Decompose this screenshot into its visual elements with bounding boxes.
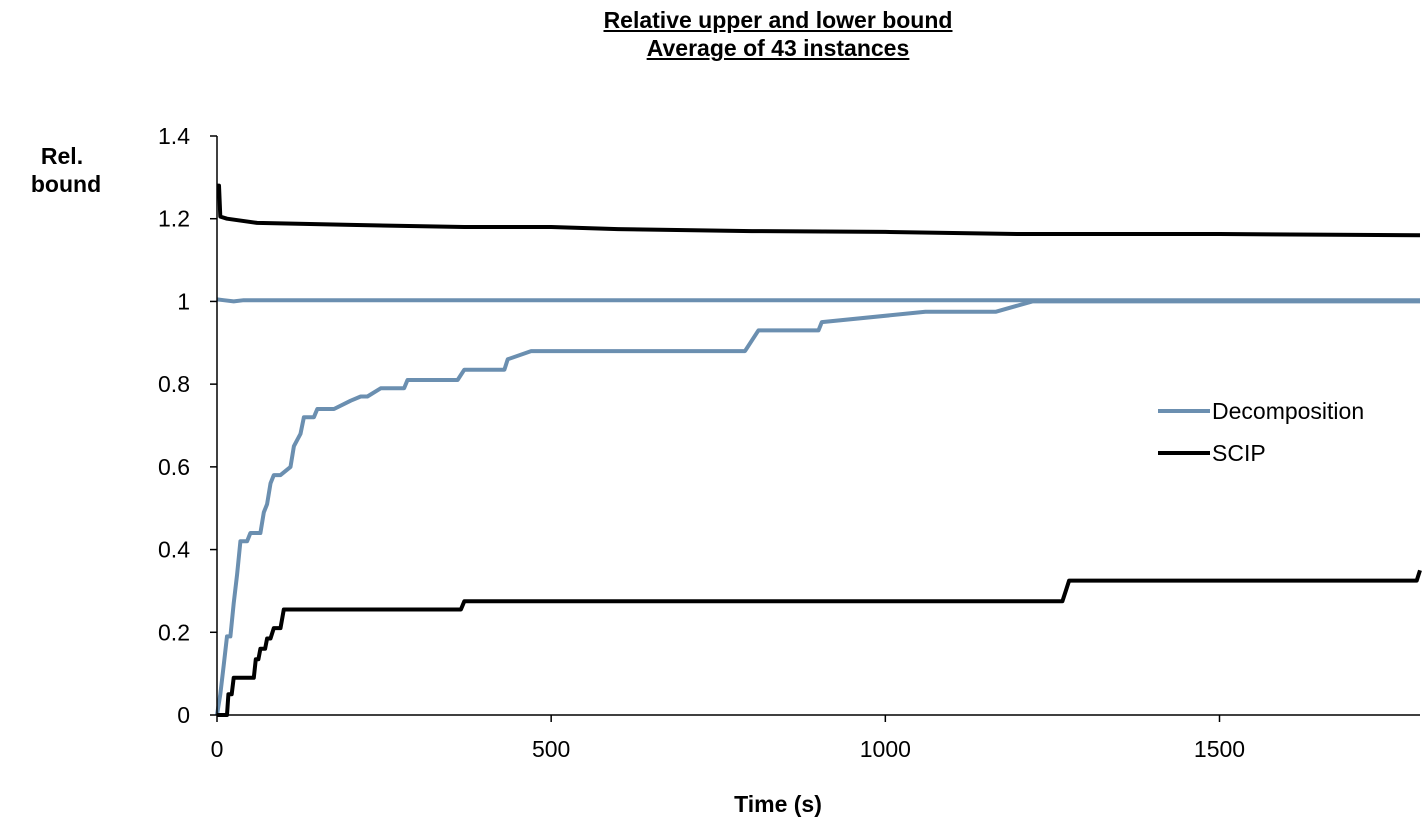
chart-title-block: Relative upper and lower bound Average o… <box>0 6 1428 62</box>
y-tick-label: 0.4 <box>158 537 190 563</box>
x-tick-label: 1500 <box>1194 736 1245 762</box>
plot-lines <box>215 183 1422 717</box>
y-tick-label: 0.8 <box>158 371 190 397</box>
x-tick-label: 0 <box>211 736 224 762</box>
series-line-scip-lower <box>217 569 1422 717</box>
x-tick-label: 500 <box>532 736 570 762</box>
legend-label-decomposition: Decomposition <box>1212 398 1364 424</box>
y-tick-label: 0.2 <box>158 619 190 645</box>
series-line-decomposition-upper <box>216 297 1420 304</box>
y-tick-label: 1.4 <box>158 123 190 149</box>
chart-title: Relative upper and lower bound <box>603 7 953 33</box>
y-tick-label: 1 <box>177 288 190 314</box>
y-axis-title-line-1: Rel. <box>41 143 83 169</box>
y-tick-label: 1.2 <box>158 206 190 232</box>
x-axis-title: Time (s) <box>734 791 822 817</box>
axes <box>210 135 1420 722</box>
tick-labels: 0 0.2 0.4 0.6 0.8 1 1.2 1.4 0 500 1000 1500 <box>158 123 1245 762</box>
series-line-scip-upper <box>217 183 1421 238</box>
y-axis-title-line-2: bound <box>31 171 101 197</box>
series-line-decomposition-lower <box>215 299 1420 716</box>
x-tick-label: 1000 <box>860 736 911 762</box>
legend-label-scip: SCIP <box>1212 440 1266 466</box>
chart-subtitle: Average of 43 instances <box>646 35 910 61</box>
y-tick-label: 0 <box>177 702 190 728</box>
legend: Decomposition SCIP <box>1158 398 1364 466</box>
y-tick-label: 0.6 <box>158 454 190 480</box>
